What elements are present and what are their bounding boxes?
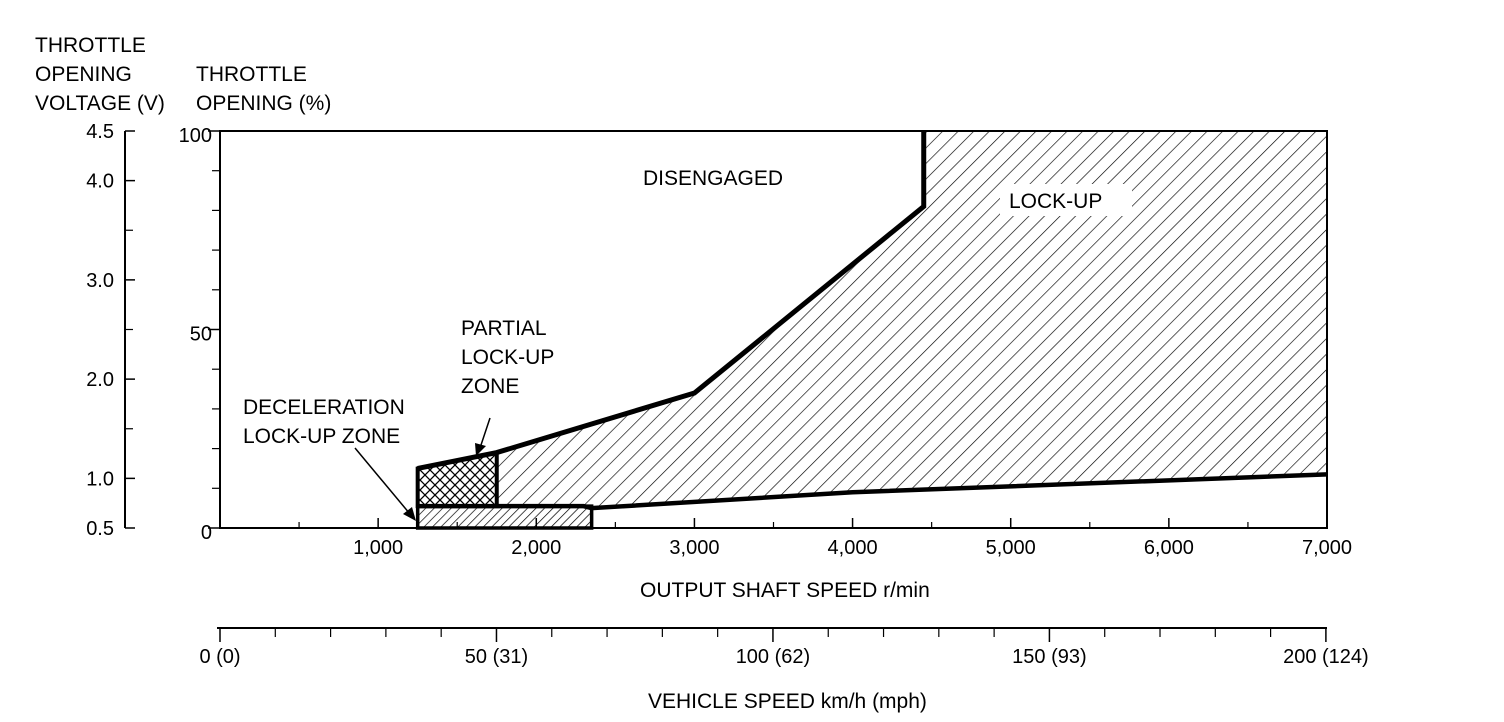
y-axis-title-line-1: THROTTLE bbox=[196, 63, 307, 86]
left-axis-title-line-3: VOLTAGE (V) bbox=[35, 92, 165, 115]
lock-up-label: LOCK-UP bbox=[1009, 190, 1102, 213]
x-tick-label: 6,000 bbox=[1144, 537, 1194, 559]
y-axis-minor-ticks bbox=[212, 170, 220, 489]
deceleration-label-line-2: LOCK-UP ZONE bbox=[243, 425, 400, 448]
y-tick-label: 100 bbox=[179, 125, 212, 147]
y-tick-label: 50 bbox=[190, 324, 212, 346]
partial-lock-up-label-line-3: ZONE bbox=[461, 375, 519, 398]
lock-up-label-background bbox=[1000, 184, 1132, 216]
voltage-tick-label: 4.5 bbox=[86, 121, 114, 143]
disengaged-label: DISENGAGED bbox=[643, 167, 783, 190]
vehicle-speed-axis: 0 (0) 50 (31) 100 (62) 150 (93) 200 (124) bbox=[199, 627, 1369, 668]
deceleration-lock-up-zone-region bbox=[417, 506, 592, 528]
voltage-axis: 4.5 4.0 3.0 2.0 1.0 0.5 bbox=[86, 121, 135, 540]
left-axis-title-line-1: THROTTLE bbox=[35, 34, 146, 57]
y-axis-ticks: 100 50 0 bbox=[179, 125, 220, 544]
x-axis-title: OUTPUT SHAFT SPEED r/min bbox=[640, 579, 930, 602]
left-axis-title-line-2: OPENING bbox=[35, 63, 132, 86]
vehicle-speed-minor-ticks bbox=[274, 628, 1272, 637]
vehicle-speed-tick-label: 50 (31) bbox=[465, 646, 528, 668]
zone-boundary-lines bbox=[415, 131, 1328, 530]
vehicle-speed-tick-label: 100 (62) bbox=[736, 646, 811, 668]
voltage-axis-ticks: 4.5 4.0 3.0 2.0 1.0 0.5 bbox=[86, 121, 135, 540]
voltage-axis-minor-ticks bbox=[125, 229, 133, 430]
voltage-tick-label: 2.0 bbox=[86, 369, 114, 391]
x-tick-label: 5,000 bbox=[986, 537, 1036, 559]
vehicle-speed-ticks: 0 (0) 50 (31) 100 (62) 150 (93) 200 (124) bbox=[199, 628, 1369, 668]
x-axis-ticks: 1,000 2,000 3,000 4,000 5,000 6,000 7,000 bbox=[353, 518, 1352, 559]
vehicle-speed-tick-label: 0 (0) bbox=[199, 646, 240, 668]
voltage-tick-label: 0.5 bbox=[86, 518, 114, 540]
x-tick-label: 3,000 bbox=[669, 537, 719, 559]
x-tick-label: 2,000 bbox=[511, 537, 561, 559]
voltage-tick-label: 4.0 bbox=[86, 171, 114, 193]
partial-lock-up-label-line-2: LOCK-UP bbox=[461, 346, 554, 369]
lock-up-region bbox=[496, 131, 1327, 509]
x-tick-label: 1,000 bbox=[353, 537, 403, 559]
voltage-tick-label: 1.0 bbox=[86, 468, 114, 490]
x-tick-label: 7,000 bbox=[1302, 537, 1352, 559]
deceleration-label-line-1: DECELERATION bbox=[243, 396, 405, 419]
plot-area: 100 50 0 1,000 2,000 3,000 4,000 5,000 6,000 7,0… bbox=[179, 125, 1352, 559]
y-axis-title-line-2: OPENING (%) bbox=[196, 92, 331, 115]
voltage-tick-label: 3.0 bbox=[86, 270, 114, 292]
vehicle-speed-tick-label: 200 (124) bbox=[1283, 646, 1369, 668]
deceleration-zone-leader-arrow bbox=[354, 447, 416, 521]
partial-zone-leader-arrow bbox=[475, 417, 491, 456]
partial-lock-up-label-line-1: PARTIAL bbox=[461, 317, 547, 340]
vehicle-speed-axis-title: VEHICLE SPEED km/h (mph) bbox=[648, 690, 927, 713]
deceleration-zone-outline bbox=[415, 504, 594, 530]
x-tick-label: 4,000 bbox=[828, 537, 878, 559]
y-tick-label: 0 bbox=[201, 522, 212, 544]
vehicle-speed-tick-label: 150 (93) bbox=[1012, 646, 1087, 668]
